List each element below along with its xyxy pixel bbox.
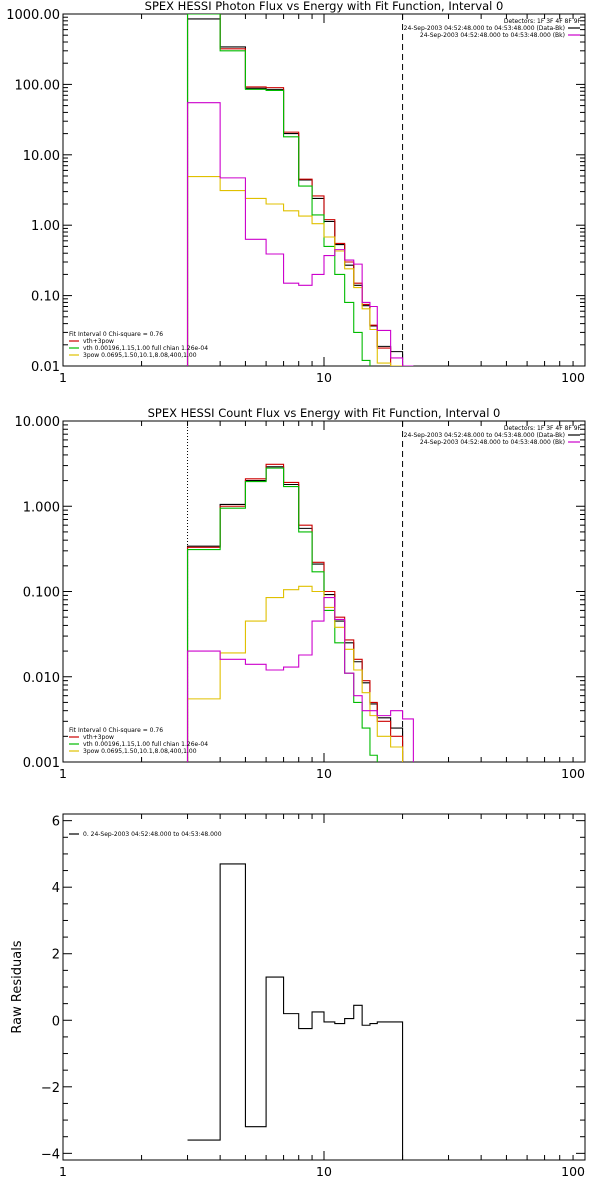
series-group xyxy=(186,463,414,762)
x-tick-label: 1 xyxy=(59,1164,67,1179)
x-tick-label: 10 xyxy=(316,1164,332,1179)
header-line: Detectors: 1F 3F 4F 8F 9F xyxy=(504,425,582,432)
series-data-bk xyxy=(186,18,404,366)
x-tick-label: 10 xyxy=(316,370,332,385)
chart-panel-2: SPEX HESSI Count Flux vs Energy with Fit… xyxy=(15,406,586,781)
series-group xyxy=(186,14,414,366)
legend-entry: vth+3pow xyxy=(83,734,114,741)
x-tick-label: 10 xyxy=(316,766,332,781)
y-tick-label: −2 xyxy=(41,1081,60,1096)
series-vth-3pow xyxy=(186,14,392,366)
plot-frame xyxy=(62,13,586,367)
y-tick-label: 6 xyxy=(52,815,60,830)
y-tick-label: 1000.00 xyxy=(6,8,60,23)
series-vth-3pow xyxy=(186,463,404,762)
y-tick-label: 1.000 xyxy=(23,500,60,515)
y-tick-label: 0.010 xyxy=(23,671,60,686)
y-tick-label: 0 xyxy=(52,1014,60,1029)
header-line: 24-Sep-2003 04:52:48.000 to 04:53:48.000… xyxy=(404,432,565,439)
legend-entry: 0. 24-Sep-2003 04:52:48.000 to 04:53:48.… xyxy=(83,831,222,838)
header-line: 24-Sep-2003 04:52:48.000 to 04:53:48.000… xyxy=(420,439,565,446)
legend-entry: 3pow 0.0695,1.50,10.1,8.08,400,1.00 xyxy=(83,352,197,359)
y-tick-label: 4 xyxy=(52,881,60,896)
header-line: 24-Sep-2003 04:52:48.000 to 04:53:48.000… xyxy=(404,25,565,32)
x-tick-label: 100 xyxy=(561,766,585,781)
x-tick-label: 100 xyxy=(561,370,585,385)
x-tick-label: 1 xyxy=(59,766,67,781)
y-tick-label: 0.001 xyxy=(23,756,60,771)
series-data-bk xyxy=(186,466,404,762)
legend-header: Fit Interval 0 Chi-square = 0.76 xyxy=(69,727,163,734)
series-3pow xyxy=(186,176,403,366)
series-0-24-sep-2003-04-52-48-000-to-04-53-48-000 xyxy=(187,863,404,1160)
plot-frame xyxy=(62,813,586,1161)
y-tick-label: 0.01 xyxy=(31,360,60,375)
header-line: Detectors: 1F 3F 4F 8F 9F xyxy=(504,18,582,25)
y-tick-label: 10.000 xyxy=(15,415,61,430)
y-tick-label: −4 xyxy=(41,1147,60,1162)
series-bk xyxy=(186,596,414,762)
chart-panel-3: 1 10 100 −4 −2 0 2 4 6 Raw Residuals 0. 24-Sep-200… xyxy=(10,813,586,1179)
chart-title: SPEX HESSI Photon Flux vs Energy with Fi… xyxy=(145,0,504,13)
header-line: 24-Sep-2003 04:52:48.000 to 04:53:48.000… xyxy=(420,32,565,39)
series-3pow xyxy=(186,585,404,762)
chart-panel-1: SPEX HESSI Photon Flux vs Energy with Fi… xyxy=(6,0,586,385)
y-tick-label: 0.100 xyxy=(23,586,60,601)
series-vth xyxy=(186,14,371,366)
y-tick-label: 2 xyxy=(52,948,60,963)
x-tick-label: 100 xyxy=(561,1164,585,1179)
series-vth xyxy=(186,467,378,762)
legend-entry: vth 0.00196,1.15,1.00 full chian 1.26e-0… xyxy=(83,345,208,352)
x-tick-label: 1 xyxy=(59,370,67,385)
series-bk xyxy=(186,102,414,366)
legend-header: Fit Interval 0 Chi-square = 0.76 xyxy=(69,331,163,338)
legend-entry: 3pow 0.0695,1.50,10.1,8.08,400,1.00 xyxy=(83,748,197,755)
y-tick-label: 100.00 xyxy=(15,78,61,93)
legend-entry: vth+3pow xyxy=(83,338,114,345)
chart-title: SPEX HESSI Count Flux vs Energy with Fit… xyxy=(148,406,501,420)
y-tick-label: 10.00 xyxy=(23,149,60,164)
legend-entry: vth 0.00196,1.15,1.00 full chian 1.26e-0… xyxy=(83,741,208,748)
y-tick-label: 1.00 xyxy=(31,219,60,234)
y-tick-label: 0.10 xyxy=(31,290,60,305)
series-group xyxy=(187,863,404,1160)
y-axis-label: Raw Residuals xyxy=(10,940,25,1033)
